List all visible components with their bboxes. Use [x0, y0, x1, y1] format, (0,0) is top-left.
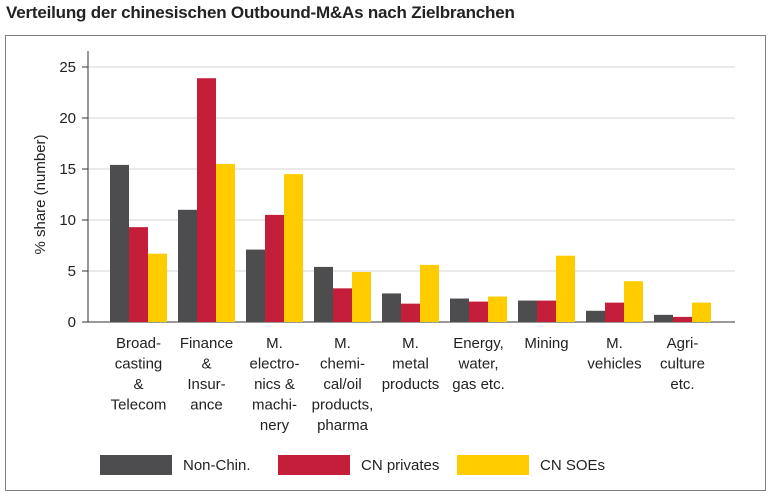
bar [110, 164, 129, 322]
x-tick-label: M. chemi-cal/oil products, pharma [312, 335, 374, 434]
x-tick-label-line: Mining [524, 335, 568, 352]
bar [450, 298, 469, 322]
x-tick-label-line: pharma [317, 417, 369, 434]
bar [284, 174, 303, 322]
x-tick-label-line: culture [660, 356, 705, 373]
x-tick-label-line: Telecom [111, 397, 167, 414]
x-tick-label-line: gas etc. [452, 376, 505, 393]
legend-swatch [278, 455, 350, 475]
x-tick-label-line: casting [115, 356, 163, 373]
x-tick-label-line: products [382, 376, 440, 393]
y-tick-label: 15 [59, 161, 76, 178]
legend-swatch [100, 455, 172, 475]
x-tick-label-line: M. [606, 335, 623, 352]
y-tick-label: 5 [68, 263, 76, 280]
x-tick-label-line: M. [266, 335, 283, 352]
y-tick-label: 20 [59, 110, 76, 127]
bar [265, 214, 284, 322]
x-tick-label: Mining [524, 335, 568, 352]
bar [148, 253, 167, 322]
x-tick-label-line: Insur- [187, 376, 225, 393]
bar [129, 227, 148, 322]
x-tick-label-line: Finance [180, 335, 233, 352]
x-tick-label: M. metal products [382, 335, 440, 393]
x-tick-label-line: & [201, 356, 211, 373]
x-tick-label: Finance & Insur-ance [180, 335, 233, 414]
y-axis-label: % share (number) [32, 134, 49, 254]
bar [605, 302, 624, 322]
x-tick-label-line: electro- [249, 356, 299, 373]
y-tick-label: 0 [68, 314, 76, 331]
x-tick-label-line: water, [457, 356, 498, 373]
bar [333, 288, 352, 322]
x-tick-label-line: products, [312, 397, 374, 414]
bar [537, 300, 556, 322]
x-tick-label-line: nics & [254, 376, 295, 393]
x-tick-label: M. vehicles [587, 335, 641, 373]
x-tick-label-line: ance [190, 397, 223, 414]
bar [624, 281, 643, 322]
x-tick-label-line: & [133, 376, 143, 393]
x-tick-label-line: Broad- [116, 335, 161, 352]
x-tick-label-line: nery [260, 417, 290, 434]
bar [556, 255, 575, 322]
bar [178, 209, 197, 322]
x-tick-label-line: M. [402, 335, 419, 352]
bar [352, 272, 371, 322]
x-tick-label-line: cal/oil [323, 376, 361, 393]
x-tick-label-line: vehicles [587, 356, 641, 373]
bar [197, 78, 216, 322]
chart-title: Verteilung der chinesischen Outbound-M&A… [6, 3, 515, 22]
bar [314, 266, 333, 322]
bar [420, 264, 439, 322]
bar [518, 300, 537, 322]
bar [692, 302, 711, 322]
bar [586, 310, 605, 322]
bar [216, 163, 235, 322]
x-tick-label-line: chemi- [320, 356, 365, 373]
bar [488, 296, 507, 322]
x-tick-label-line: Energy, [453, 335, 504, 352]
x-tick-label-line: metal [392, 356, 429, 373]
y-tick-label: 25 [59, 59, 76, 76]
chart-frame [5, 35, 766, 491]
legend-swatch [457, 455, 529, 475]
bar [401, 303, 420, 322]
x-tick-label: Energy, water, gas etc. [452, 335, 505, 393]
bar [673, 316, 692, 322]
bar [654, 314, 673, 322]
legend-label: CN SOEs [540, 457, 605, 474]
x-tick-label: Broad-casting & Telecom [111, 335, 167, 414]
x-tick-label-line: Agri- [667, 335, 699, 352]
x-tick-label-line: etc. [670, 376, 694, 393]
bar [246, 249, 265, 322]
bar [382, 293, 401, 322]
x-tick-label-line: M. [334, 335, 351, 352]
bar [469, 301, 488, 322]
legend-label: Non-Chin. [183, 457, 251, 474]
x-tick-label-line: machi- [252, 397, 297, 414]
x-tick-label: Agri-culture etc. [660, 335, 705, 393]
legend-label: CN privates [361, 457, 439, 474]
x-tick-label: M. electro-nics & machi-nery [249, 335, 299, 434]
y-tick-label: 10 [59, 212, 76, 229]
